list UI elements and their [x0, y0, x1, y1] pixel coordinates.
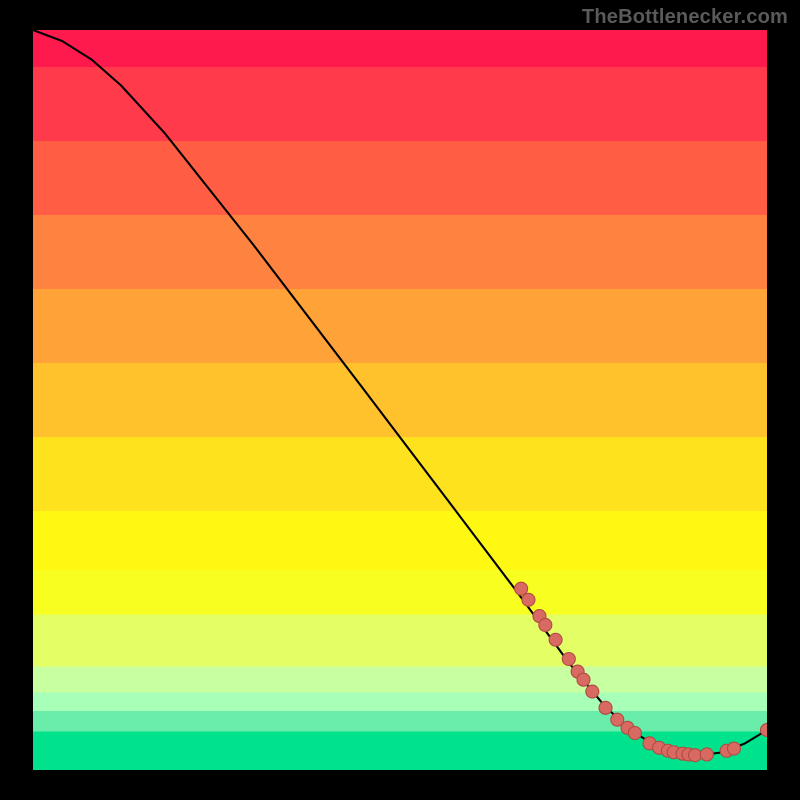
data-marker: [727, 742, 740, 755]
data-marker: [562, 653, 575, 666]
data-marker: [628, 727, 641, 740]
data-marker: [577, 673, 590, 686]
data-marker: [515, 582, 528, 595]
data-marker: [689, 749, 702, 762]
bottleneck-chart: [33, 30, 767, 770]
gradient-background: [33, 30, 767, 770]
watermark-text: TheBottlenecker.com: [582, 6, 788, 29]
data-marker: [539, 618, 552, 631]
data-marker: [522, 593, 535, 606]
data-marker: [700, 748, 713, 761]
chart-area: [33, 30, 767, 770]
data-marker: [586, 685, 599, 698]
data-marker: [549, 633, 562, 646]
data-marker: [599, 701, 612, 714]
